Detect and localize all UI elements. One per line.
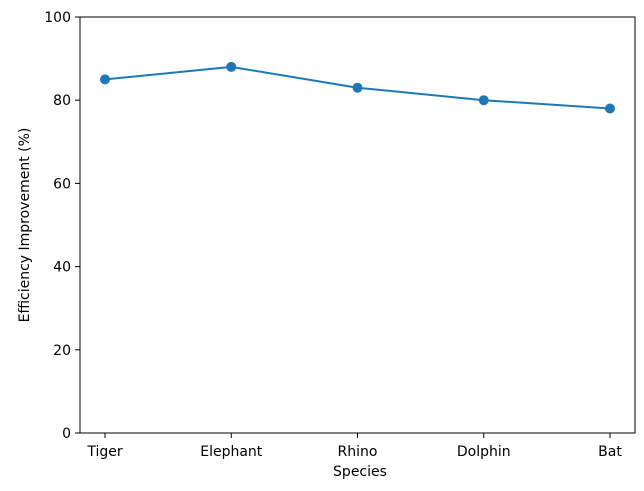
plot-area: 0 20 40 60 80 100 Tiger Elephant Rhino Dolphin Bat xyxy=(44,10,636,460)
x-tick-label: Dolphin xyxy=(457,444,511,460)
x-tick-label: Tiger xyxy=(86,444,123,460)
y-tick-label: 100 xyxy=(44,10,71,26)
data-point xyxy=(100,74,110,85)
x-tick-label: Rhino xyxy=(338,444,378,460)
data-point xyxy=(226,61,237,72)
y-axis-label: Efficiency Improvement (%) xyxy=(17,128,33,323)
x-axis-label: Species xyxy=(333,464,387,480)
data-point xyxy=(605,103,615,114)
x-tick-label: Bat xyxy=(598,444,622,460)
data-point xyxy=(478,95,489,106)
y-tick-label: 60 xyxy=(53,176,71,192)
y-tick-label: 80 xyxy=(53,93,71,109)
y-tick-label: 40 xyxy=(53,260,71,276)
data-point xyxy=(352,82,363,93)
y-tick-label: 0 xyxy=(62,426,71,442)
x-tick-label: Elephant xyxy=(200,444,263,460)
y-tick-label: 20 xyxy=(53,343,71,359)
